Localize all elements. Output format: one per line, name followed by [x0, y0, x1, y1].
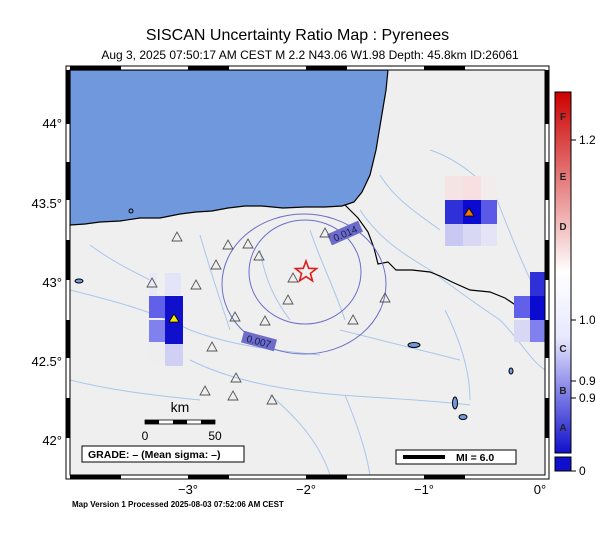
station-triangle-icon: [266, 394, 278, 405]
lat-tick-label: 42.5°: [31, 354, 62, 369]
processing-footer: Map Version 1 Processed 2025-08-03 07:52…: [72, 500, 284, 509]
scale-bar-unit: km: [171, 399, 190, 415]
uncertainty-cells: [149, 176, 545, 366]
station-triangle-icon: [287, 272, 299, 283]
grade-letter: F: [560, 112, 566, 123]
station-triangle-icon: [229, 311, 241, 322]
station-triangle-icon: [259, 315, 271, 326]
lon-tick-label: −1°: [414, 482, 434, 497]
station-triangle-icon: [347, 314, 359, 325]
map-body: 0.014 0.007 km 0 50 GRADE: – (Mean sigma…: [70, 70, 545, 475]
scale-bar-tick: 50: [208, 429, 222, 443]
grade-letter: A: [559, 423, 566, 434]
colorbar-value: 1.2: [579, 133, 595, 147]
lat-tick-label: 43.5°: [31, 196, 62, 211]
station-triangle-icon: [319, 227, 331, 238]
lat-tick-label: 42°: [42, 433, 62, 448]
scale-bar: km 0 50: [142, 399, 222, 443]
grade-letter: C: [559, 344, 566, 355]
map-title: SISCAN Uncertainty Ratio Map : Pyrenees: [145, 27, 450, 44]
lon-tick-label: −3°: [178, 482, 198, 497]
grade-letter: B: [559, 386, 566, 397]
lat-tick-label: 44°: [42, 116, 62, 131]
sea-area: [70, 70, 389, 226]
station-triangle-icon: [253, 250, 265, 261]
lon-axis: −3° −2° −1° 0°: [178, 482, 546, 497]
station-triangle-icon: [171, 231, 183, 242]
colorbar-value: 0.9: [579, 374, 595, 388]
mi-legend-label: MI = 6.0: [456, 452, 494, 464]
station-triangle-icon: [282, 294, 294, 305]
station-triangle-icon: [146, 277, 158, 288]
lat-axis: 44° 43.5° 43° 42.5° 42°: [31, 116, 62, 448]
colorbar-value: 0: [579, 464, 586, 478]
station-triangle-icon: [206, 341, 218, 352]
station-triangle-icon: [227, 390, 239, 401]
station-highlight-yellow: [168, 313, 180, 323]
lon-tick-label: 0°: [534, 482, 546, 497]
colorbar-value: 0.9: [579, 391, 595, 405]
map-frame: [65, 65, 550, 480]
colorbar-value: 1.0: [579, 313, 595, 327]
station-triangle-icon: [379, 292, 391, 303]
grade-letter: D: [559, 222, 566, 233]
lat-tick-label: 43°: [42, 275, 62, 290]
station-triangle-icon: [230, 372, 242, 383]
seismic-stations: [146, 227, 391, 405]
event-info: Aug 3, 2025 07:50:17 AM CEST M 2.2 N43.0…: [101, 48, 519, 62]
epicenter-star-icon: [293, 258, 319, 283]
border-line: [344, 204, 545, 327]
station-triangle-icon: [190, 279, 202, 290]
color-bar: F E D C B A 1.2 1.0 0.9 0.9 0: [554, 91, 595, 478]
uncertainty-contours: [221, 213, 387, 355]
grade-text: GRADE: – (Mean sigma: –): [88, 449, 220, 461]
lon-tick-label: −2°: [296, 482, 316, 497]
station-triangle-icon: [199, 385, 211, 396]
station-triangle-icon: [222, 239, 234, 250]
scale-bar-tick: 0: [142, 429, 149, 443]
station-triangle-icon: [242, 238, 254, 249]
station-highlight-orange: [463, 207, 475, 217]
lakes: [74, 208, 514, 420]
grade-letter: E: [560, 172, 567, 183]
station-triangle-icon: [210, 259, 222, 270]
